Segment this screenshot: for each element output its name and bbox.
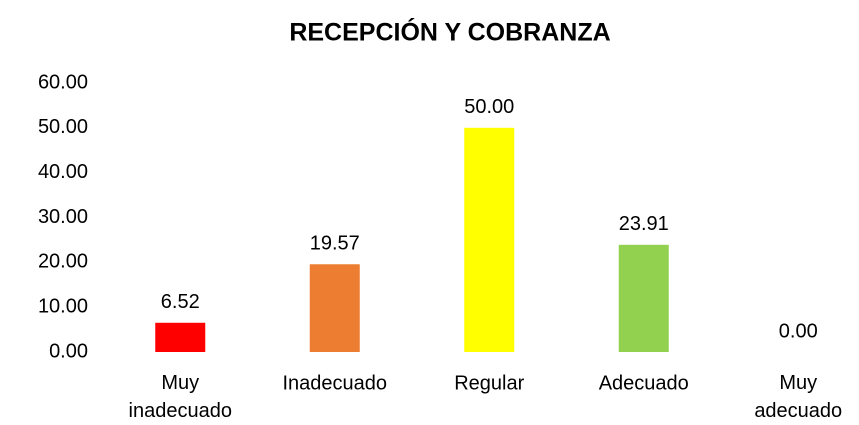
data-label: 19.57 xyxy=(310,233,360,255)
data-label: 23.91 xyxy=(619,213,669,235)
data-label: 50.00 xyxy=(464,96,514,118)
y-tick-label: 30.00 xyxy=(38,206,88,228)
bar xyxy=(309,264,360,352)
data-label: 0.00 xyxy=(779,320,818,342)
y-tick-label: 40.00 xyxy=(38,161,88,183)
chart-title: RECEPCIÓN Y COBRANZA xyxy=(289,17,610,47)
y-tick-label: 20.00 xyxy=(38,251,88,273)
x-tick-label: Muy adecuado xyxy=(754,372,842,422)
y-tick-label: 60.00 xyxy=(38,71,88,93)
bar xyxy=(155,322,206,352)
y-tick-label: 50.00 xyxy=(38,116,88,138)
data-label: 6.52 xyxy=(161,291,200,313)
x-tick-label: Muy inadecuado xyxy=(129,372,232,422)
bar xyxy=(618,244,669,352)
x-tick-label: Regular xyxy=(454,372,524,394)
x-tick-label: Inadecuado xyxy=(282,372,387,394)
y-tick-label: 10.00 xyxy=(38,295,88,317)
bar xyxy=(464,127,515,352)
x-tick-label: Adecuado xyxy=(599,372,689,394)
y-tick-label: 0.00 xyxy=(49,340,88,362)
